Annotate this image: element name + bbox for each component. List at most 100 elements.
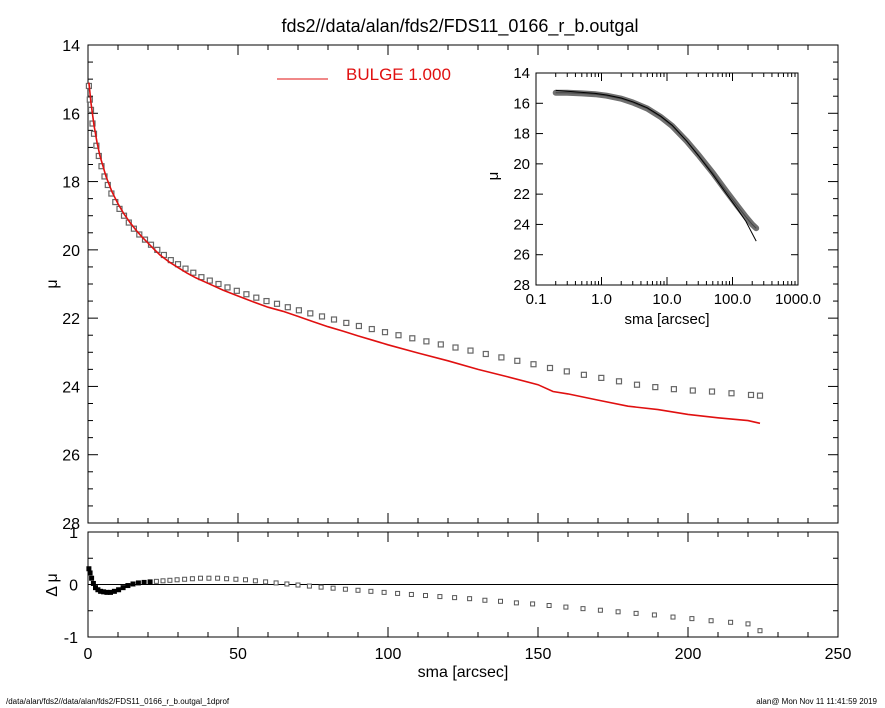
- residual-point: [243, 577, 248, 583]
- residual-point: [284, 581, 290, 587]
- inset-x-tick-label: 100.0: [714, 291, 752, 308]
- residual-point: [135, 580, 141, 586]
- residual-point: [147, 579, 153, 585]
- residual-point: [368, 588, 374, 594]
- inset-x-tick-label: 0.1: [526, 291, 547, 308]
- data-point: [233, 287, 240, 294]
- data-point: [563, 368, 570, 375]
- residual-point: [174, 577, 180, 583]
- residual-point: [498, 598, 503, 604]
- residual-point: [597, 607, 603, 613]
- data-point: [395, 332, 402, 339]
- residual-point: [381, 589, 387, 595]
- residual-point: [395, 590, 401, 596]
- residual-point: [757, 628, 763, 634]
- data-point: [409, 335, 416, 342]
- data-point: [215, 280, 222, 288]
- inset-x-tick-label: 1000.0: [775, 291, 821, 308]
- residual-point: [651, 612, 657, 618]
- legend-label: BULGE 1.000: [346, 65, 451, 84]
- data-point: [224, 284, 231, 291]
- main-plot: 14 16 18 20 22 24 26 28 μ BULGE 1.000: [44, 38, 839, 533]
- data-point: [182, 265, 189, 272]
- data-point: [482, 350, 489, 358]
- residual-point: [408, 591, 414, 597]
- data-point: [615, 378, 623, 385]
- residual-point: [141, 579, 147, 585]
- inset-plot: 14 16 18 20 22 24 26 280.1 1.0 10.0 100.0 1000.0 sma…: [485, 65, 821, 328]
- residual-point: [467, 596, 473, 602]
- data-point: [514, 357, 521, 364]
- data-point: [633, 381, 641, 388]
- data-point: [307, 310, 314, 317]
- data-point: [652, 384, 659, 391]
- data-point: [530, 361, 537, 368]
- residual-point: [116, 587, 122, 593]
- residual-point: [89, 575, 95, 581]
- y-tick-label: 16: [62, 106, 80, 123]
- data-point: [670, 386, 678, 393]
- residual-point: [670, 614, 676, 620]
- data-point: [295, 307, 302, 314]
- inset-y-tick-label: 26: [513, 247, 530, 264]
- y-tick-label: 14: [62, 38, 80, 55]
- data-point: [467, 347, 474, 354]
- inset-data-line: [555, 92, 757, 229]
- inset-y-tick-label: 28: [513, 277, 530, 294]
- residual-point: [633, 610, 639, 616]
- residual-point: [273, 580, 279, 586]
- residual-point: [215, 575, 221, 581]
- data-point: [498, 354, 505, 361]
- inset-y-tick-label: 18: [513, 126, 530, 143]
- data-point: [368, 325, 375, 333]
- residual-point: [111, 588, 117, 594]
- inset-y-tick-label: 14: [513, 65, 530, 82]
- y-tick-label: 18: [62, 175, 80, 192]
- data-point: [381, 329, 389, 336]
- residual-point: [198, 575, 203, 581]
- data-point: [452, 344, 459, 351]
- residual-point: [233, 576, 239, 582]
- footer-file-path: /data/alan/fds2//data/alan/fds2/FDS11_01…: [6, 697, 230, 706]
- data-point: [728, 390, 735, 397]
- y-tick-label: 20: [62, 243, 80, 260]
- y-tick-label: 26: [62, 448, 80, 465]
- residual-point: [125, 583, 131, 589]
- data-point: [89, 120, 96, 127]
- bulge-model-line: [88, 82, 761, 425]
- inset-y-axis-label: μ: [485, 172, 502, 181]
- data-point: [253, 294, 260, 301]
- residual-point: [90, 580, 96, 586]
- chart-title: fds2//data/alan/fds2/FDS11_0166_r_b.outg…: [282, 16, 639, 37]
- x-tick-label: 50: [229, 646, 247, 663]
- x-tick-label: 150: [525, 646, 552, 663]
- x-tick-label: 0: [84, 646, 93, 663]
- residual-point: [342, 586, 348, 592]
- data-point: [423, 338, 430, 345]
- resid-y-tick-label: 1: [69, 525, 78, 542]
- residual-point: [330, 585, 336, 591]
- x-tick-label: 100: [375, 646, 402, 663]
- residual-point: [318, 584, 324, 590]
- x-tick-label: 200: [675, 646, 702, 663]
- residual-point: [530, 601, 536, 607]
- inset-y-tick-label: 24: [513, 216, 530, 233]
- data-point: [355, 322, 362, 330]
- residual-point: [580, 606, 586, 612]
- residual-point: [86, 566, 92, 572]
- y-tick-label: 28: [62, 516, 80, 533]
- x-axis-label: sma [arcsec]: [418, 664, 509, 681]
- residual-point: [482, 597, 488, 603]
- data-point: [90, 130, 98, 137]
- residual-point: [189, 576, 195, 582]
- residual-point: [120, 585, 126, 591]
- residual-point: [708, 618, 714, 624]
- data-point: [580, 371, 588, 378]
- residual-point: [87, 570, 93, 576]
- resid-y-tick-label: 0: [69, 578, 78, 595]
- data-point: [190, 269, 197, 276]
- residual-point: [513, 600, 519, 606]
- residual-point: [423, 593, 428, 599]
- y-tick-label: 24: [62, 379, 80, 396]
